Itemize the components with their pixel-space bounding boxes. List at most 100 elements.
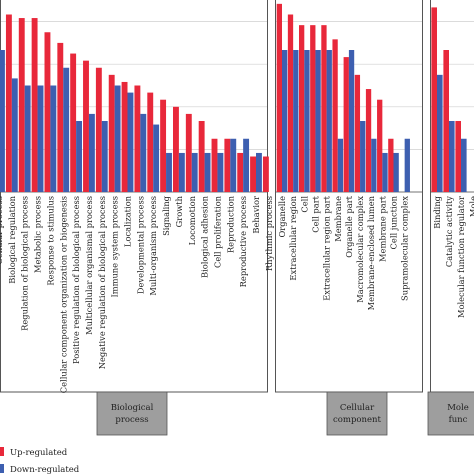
bar-up-regulated (147, 92, 154, 192)
bar-up-regulated (388, 138, 394, 192)
bar-up-regulated (250, 156, 256, 192)
category-tick-label: Membrane (333, 196, 343, 242)
bar-up-regulated (108, 74, 115, 192)
category-tick-label: Negative regulation of biological proces… (97, 196, 107, 369)
bar-up-regulated (185, 113, 192, 192)
bar-down-regulated (63, 67, 70, 192)
category-tick-label: Positive regulation of biological proces… (71, 196, 81, 364)
bar-up-regulated (5, 14, 12, 192)
bar-down-regulated (204, 152, 211, 192)
bar-down-regulated (393, 152, 399, 192)
bar-down-regulated (166, 152, 172, 192)
bar-down-regulated (382, 152, 388, 192)
category-tick-label: Extracellular region part (322, 195, 332, 300)
legend-label: Up-regulated (10, 448, 68, 458)
category-tick-label: Developmental process (135, 196, 145, 294)
bar-down-regulated (304, 50, 310, 192)
panel-label-text: func (449, 415, 468, 425)
bar-up-regulated (443, 50, 449, 192)
category-tick-label: Multicellular organismal process (84, 196, 94, 335)
bar-up-regulated (354, 74, 361, 192)
bar-down-regulated (76, 121, 82, 192)
panel-label-text: Mole (447, 403, 469, 413)
category-tick-label: Biological adhesion (200, 195, 210, 278)
bar-down-regulated (293, 50, 299, 192)
bar-down-regulated (11, 78, 18, 192)
bar-down-regulated (337, 138, 344, 192)
category-tick-label: Locomotion (187, 195, 197, 245)
bar-down-regulated (0, 50, 5, 192)
bar-up-regulated (44, 32, 51, 192)
bar-down-regulated (449, 121, 455, 192)
bar-down-regulated (88, 113, 95, 192)
bar-down-regulated (178, 152, 185, 192)
bar-down-regulated (437, 74, 443, 192)
category-tick-label: Molecular function regulator (456, 196, 466, 318)
bar-down-regulated (127, 92, 134, 192)
category-tick-label: Multi-organism process (148, 196, 158, 296)
bar-up-regulated (276, 3, 282, 192)
category-tick-label: Metabolic process (33, 196, 43, 273)
bar-down-regulated (153, 124, 160, 192)
panel-label-text: Biological (111, 403, 154, 413)
category-tick-label: Membrane part (377, 195, 387, 262)
bar-down-regulated (404, 138, 410, 192)
category-tick-label: Reproduction (225, 195, 235, 253)
bar-up-regulated (455, 121, 461, 192)
legend-label: Down-regulated (10, 465, 80, 474)
bar-down-regulated (461, 138, 467, 192)
category-tick-label: Binding (432, 195, 442, 228)
category-tick-label: Growth (174, 195, 184, 227)
bar-up-regulated (83, 60, 89, 193)
panel-frame (0, 0, 268, 393)
category-tick-label: Response to stimulus (45, 196, 55, 286)
bar-up-regulated (31, 18, 38, 192)
category-tick-label: Cellular component organization or bioge… (58, 196, 68, 393)
legend-swatch (0, 447, 4, 456)
category-tick-label: Biological regulation (7, 195, 17, 283)
bar-down-regulated (37, 85, 44, 192)
bar-up-regulated (18, 18, 25, 192)
bar-down-regulated (191, 152, 198, 192)
category-tick-label: Rhythmic process (264, 196, 274, 271)
bar-up-regulated (121, 81, 128, 192)
category-tick-label: Mole (468, 196, 474, 217)
category-tick-label: Signaling (161, 195, 171, 236)
category-tick-label: Immune system process (110, 196, 120, 298)
category-tick-label: Cell proliferation (212, 195, 222, 268)
category-tick-label: Organelle part (344, 195, 354, 257)
panel-label-box (427, 391, 474, 436)
bar-down-regulated (360, 121, 366, 192)
bar-up-regulated (70, 53, 77, 192)
bar-up-regulated (310, 25, 316, 193)
category-tick-label: Cell junction (389, 195, 399, 249)
category-tick-label: Cell (299, 196, 309, 213)
legend-swatch (0, 464, 4, 473)
bar-down-regulated (371, 138, 377, 192)
panel-label-box (96, 391, 168, 436)
category-tick-label: Localization (123, 195, 133, 247)
bar-down-regulated (114, 85, 121, 192)
bar-down-regulated (140, 113, 147, 192)
bar-down-regulated (217, 152, 224, 192)
bar-up-regulated (431, 7, 437, 193)
category-tick-label: Regulation of biological process (20, 196, 30, 331)
category-tick-label: Macromolecular complex (355, 196, 365, 303)
panel-label-text: component (333, 415, 381, 425)
bar-up-regulated (237, 152, 244, 192)
bar-up-regulated (57, 42, 64, 193)
category-tick-label: Organelle (277, 196, 287, 238)
bar-down-regulated (326, 50, 332, 192)
bar-up-regulated (211, 138, 218, 192)
bar-down-regulated (282, 50, 288, 192)
panel-label-text: process (115, 415, 148, 425)
category-tick-label: Supramolecular complex (400, 196, 410, 301)
category-tick-label: Behavior (251, 196, 261, 234)
bar-up-regulated (224, 138, 231, 192)
category-tick-label: Catalytic activity (444, 196, 454, 267)
bar-down-regulated (101, 121, 108, 192)
category-tick-label: Extracellular region (288, 195, 298, 280)
bar-up-regulated (160, 99, 167, 192)
bar-up-regulated (173, 106, 179, 192)
